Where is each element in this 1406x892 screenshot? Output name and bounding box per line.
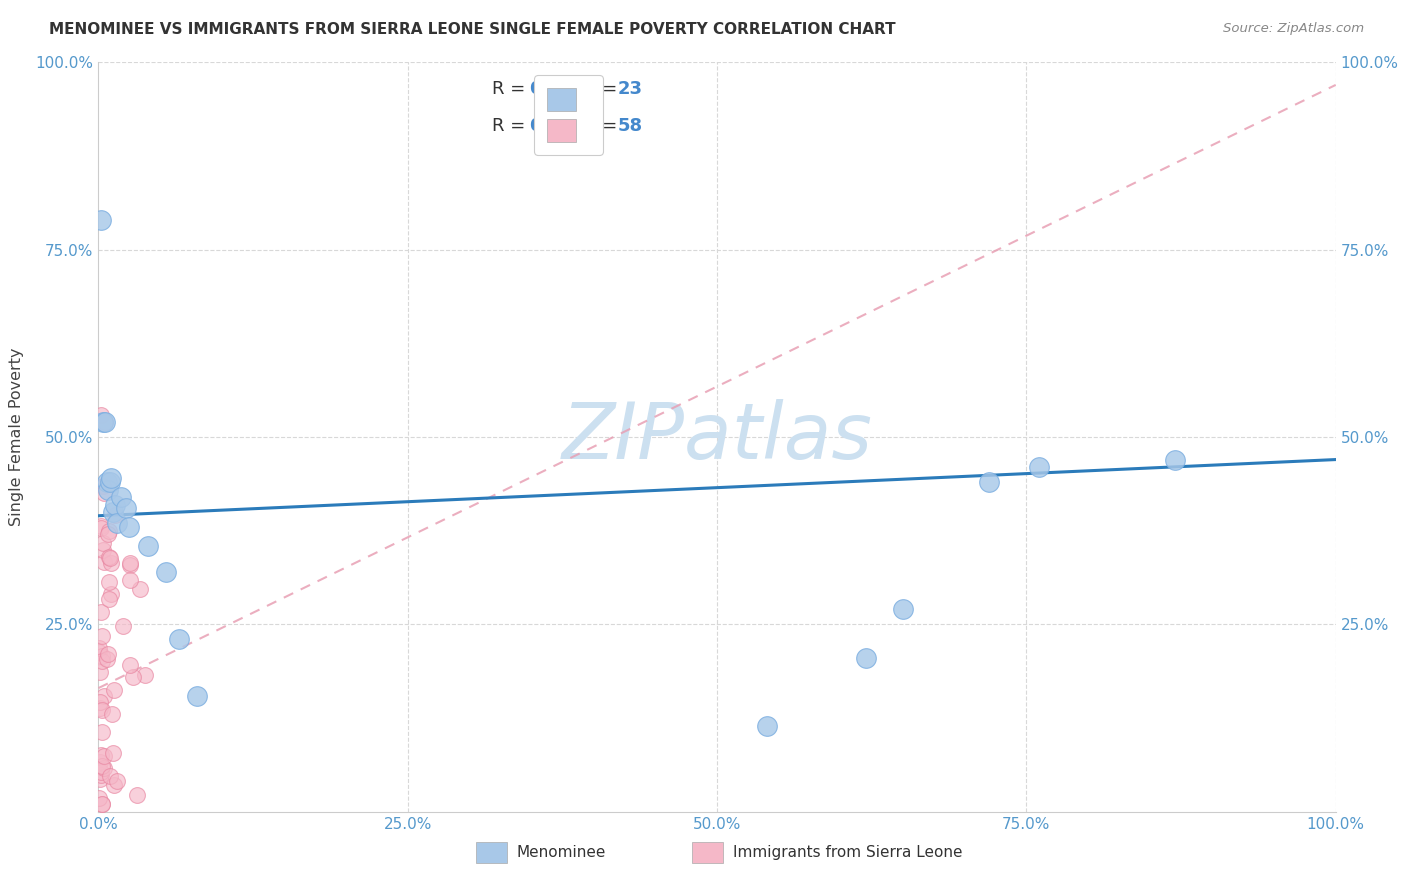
Point bbox=[114, 501, 136, 516]
Point bbox=[118, 558, 141, 573]
Point bbox=[855, 651, 877, 665]
Y-axis label: Single Female Poverty: Single Female Poverty bbox=[10, 348, 24, 526]
Text: N =: N = bbox=[583, 79, 617, 97]
Point bbox=[1164, 452, 1187, 467]
FancyBboxPatch shape bbox=[475, 842, 506, 863]
Point bbox=[90, 629, 112, 643]
Text: N =: N = bbox=[583, 117, 617, 135]
Point bbox=[90, 212, 112, 227]
Point bbox=[101, 746, 124, 760]
Point bbox=[118, 657, 141, 672]
Point bbox=[93, 415, 115, 429]
Point bbox=[89, 640, 111, 655]
Text: 0.161: 0.161 bbox=[529, 79, 586, 97]
Point bbox=[103, 682, 125, 697]
Point bbox=[891, 602, 914, 616]
Text: MENOMINEE VS IMMIGRANTS FROM SIERRA LEONE SINGLE FEMALE POVERTY CORRELATION CHAR: MENOMINEE VS IMMIGRANTS FROM SIERRA LEON… bbox=[49, 22, 896, 37]
Point bbox=[89, 695, 111, 709]
Point bbox=[100, 706, 122, 721]
Point bbox=[186, 689, 208, 703]
Point bbox=[91, 703, 114, 717]
Point bbox=[98, 769, 121, 783]
Text: R =: R = bbox=[492, 117, 524, 135]
Point bbox=[93, 415, 115, 429]
Point bbox=[93, 689, 115, 703]
Point bbox=[129, 582, 152, 597]
Point bbox=[93, 486, 115, 500]
Point bbox=[100, 587, 122, 601]
Point bbox=[89, 772, 111, 787]
Point bbox=[93, 415, 115, 429]
Point bbox=[110, 490, 132, 504]
Text: Menominee: Menominee bbox=[516, 845, 606, 860]
Point bbox=[98, 524, 121, 538]
Point bbox=[93, 748, 115, 763]
Point bbox=[91, 654, 114, 668]
Point bbox=[90, 521, 112, 535]
Point bbox=[90, 748, 112, 763]
Point bbox=[97, 527, 120, 541]
Point bbox=[91, 758, 114, 772]
Text: 23: 23 bbox=[619, 79, 643, 97]
Point bbox=[90, 408, 112, 422]
Point bbox=[98, 592, 121, 607]
Point bbox=[167, 632, 190, 647]
Point bbox=[98, 475, 121, 489]
Point bbox=[125, 788, 148, 802]
Point bbox=[979, 475, 1001, 489]
Point bbox=[90, 725, 112, 739]
Point bbox=[98, 550, 121, 565]
Point bbox=[89, 791, 111, 805]
Point bbox=[111, 619, 134, 633]
Point bbox=[100, 557, 122, 571]
Point bbox=[90, 518, 112, 533]
Text: Immigrants from Sierra Leone: Immigrants from Sierra Leone bbox=[733, 845, 963, 860]
Point bbox=[96, 475, 118, 489]
FancyBboxPatch shape bbox=[692, 842, 723, 863]
Text: 0.077: 0.077 bbox=[529, 117, 586, 135]
Point bbox=[90, 797, 112, 811]
Point bbox=[91, 536, 114, 550]
Point bbox=[105, 516, 128, 531]
Point bbox=[98, 549, 121, 564]
Point bbox=[91, 543, 114, 558]
Point bbox=[136, 539, 159, 553]
Point bbox=[89, 645, 111, 659]
Point bbox=[118, 556, 141, 570]
Point bbox=[89, 700, 111, 714]
Point bbox=[120, 573, 142, 587]
Point bbox=[103, 505, 125, 519]
Point bbox=[104, 508, 127, 523]
Point bbox=[98, 574, 121, 589]
Point bbox=[97, 647, 120, 661]
Point bbox=[90, 605, 112, 619]
Point bbox=[91, 479, 114, 493]
Legend: , : , bbox=[534, 75, 603, 155]
Point bbox=[103, 778, 125, 792]
Point bbox=[103, 498, 125, 512]
Point bbox=[100, 471, 122, 485]
Point bbox=[89, 755, 111, 769]
Point bbox=[89, 665, 111, 679]
Point bbox=[93, 760, 115, 774]
Point bbox=[93, 555, 115, 569]
Point bbox=[105, 773, 128, 788]
Text: 58: 58 bbox=[619, 117, 643, 135]
Text: R =: R = bbox=[492, 79, 524, 97]
Point bbox=[118, 520, 141, 534]
Point bbox=[134, 668, 156, 682]
Point bbox=[90, 768, 112, 782]
Point bbox=[90, 648, 112, 663]
Point bbox=[96, 651, 118, 665]
Point bbox=[122, 670, 145, 684]
Point bbox=[90, 765, 112, 780]
Point bbox=[755, 718, 778, 732]
Text: Source: ZipAtlas.com: Source: ZipAtlas.com bbox=[1223, 22, 1364, 36]
Point bbox=[97, 483, 120, 497]
Text: ZIPatlas: ZIPatlas bbox=[561, 399, 873, 475]
Point bbox=[90, 797, 112, 811]
Point bbox=[155, 565, 177, 579]
Point bbox=[1028, 460, 1050, 475]
